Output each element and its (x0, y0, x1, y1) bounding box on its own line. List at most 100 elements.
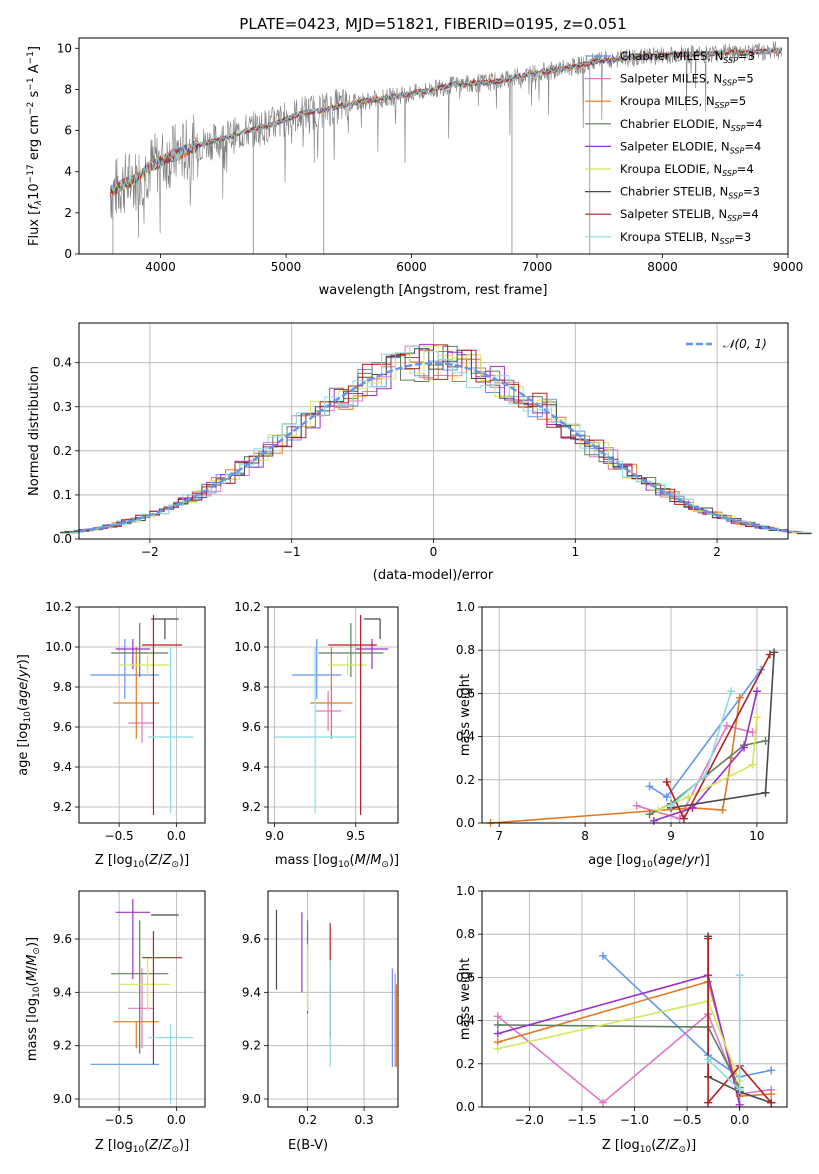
x-tick-label: −0.5 (673, 1113, 702, 1127)
series-marker (740, 743, 749, 752)
y-tick-label: 1.0 (456, 884, 475, 898)
series-marker (767, 1098, 776, 1107)
x-tick-label: 0.0 (730, 1113, 749, 1127)
y-tick-label: 0.4 (456, 1014, 475, 1028)
x-tick-label: 0.0 (167, 829, 186, 843)
legend-label: Kroupa STELIB, NSSP=3 (620, 230, 751, 246)
series-line-kroupa-miles (490, 697, 741, 824)
grid-lines (268, 606, 398, 823)
y-tick-label: 0.0 (456, 1100, 475, 1114)
legend-label: Salpeter MILES, NSSP=5 (620, 72, 754, 88)
y-tick-label: 0.8 (456, 927, 475, 941)
residuals-plot-area (60, 343, 812, 535)
y-tick-label: 2 (64, 206, 72, 220)
plot-frame (78, 606, 206, 824)
x-tick-label: −2.0 (515, 1113, 544, 1127)
spectrum-xlabel: wavelength [Angstrom, rest frame] (319, 283, 548, 298)
grid-lines (482, 890, 787, 1108)
x-tick-label: 7000 (522, 260, 553, 274)
x-tick-label: −0.5 (105, 1113, 134, 1127)
residuals-legend: 𝒩(0, 1) (686, 337, 767, 351)
series-marker (765, 650, 774, 659)
series-marker (735, 693, 744, 702)
y-tick-label: 0.1 (53, 488, 72, 502)
y-tick-label: 0.6 (456, 686, 475, 700)
series-marker (493, 1029, 502, 1038)
y-tick-label: 9.2 (53, 1039, 72, 1053)
y-tick-label: 9.2 (242, 800, 261, 814)
x-tick-label: 9.5 (346, 829, 365, 843)
y-tick-label: 0.4 (53, 356, 72, 370)
x-tick-label: 9000 (773, 260, 804, 274)
y-tick-label: 9.2 (242, 1039, 261, 1053)
series-marker (662, 777, 671, 786)
series-line-kroupa-stelib (670, 690, 732, 807)
series-line-salpeter-elodie (653, 691, 758, 822)
x-tick-label: 4000 (145, 260, 176, 274)
y-tick-label: 0.3 (53, 400, 72, 414)
residual-histogram-salpeter-stelib (64, 344, 803, 533)
legend-label: Kroupa MILES, NSSP=5 (620, 94, 746, 110)
series-marker (735, 971, 744, 980)
age-z-ylabel: age [log10(age/yr)] (16, 654, 33, 776)
y-tick-label: 10.2 (45, 600, 72, 614)
mass-ebv-xlabel: E(B-V) (288, 1138, 328, 1153)
residuals-xlabel: (data-model)/error (373, 568, 494, 583)
mass-vs-ebv-panel: 0.2 0.3 9.0 9.2 9.4 9.6 (242, 890, 399, 1127)
series-line-chabrier-elodie (649, 740, 766, 816)
series-marker (493, 1044, 502, 1053)
y-tick-label: 9.4 (242, 760, 261, 774)
weight-vs-age-panel: 7 8 9 10 0.0 0.2 0.4 0.6 0.8 1.0 (456, 600, 788, 843)
y-tick-label: 6 (64, 124, 72, 138)
x-tick-label: 0.2 (298, 1113, 317, 1127)
series-marker (493, 1020, 502, 1029)
y-tick-label: 9.8 (53, 680, 72, 694)
series-marker (718, 806, 727, 815)
x-tick-label: −1 (283, 545, 301, 559)
series-marker (767, 1066, 776, 1075)
series-marker (735, 1085, 744, 1094)
weight-age-xlabel: age [log10(age/yr)] (588, 853, 710, 870)
legend-label: Kroupa ELODIE, NSSP=4 (620, 162, 754, 178)
series-line-salpeter-stelib (707, 938, 772, 1105)
y-tick-label: 0.8 (456, 643, 475, 657)
age-vs-metallicity-panel: −0.5 0.0 9.2 9.4 9.6 9.8 10.0 10.2 (45, 600, 206, 843)
x-tick-label: 5000 (271, 260, 302, 274)
series-marker (679, 814, 688, 823)
spectrum-panel: PLATE=0423, MJD=51821, FIBERID=0195, z=0… (26, 15, 803, 298)
series-marker (649, 816, 658, 825)
series-marker (662, 793, 671, 802)
legend-label: Salpeter ELODIE, NSSP=4 (620, 139, 761, 155)
y-tick-label: 9.0 (242, 1092, 261, 1106)
residual-histogram-chabrier-stelib (60, 348, 812, 534)
residuals-ticks: −2 −1 0 1 2 0.0 0.1 0.2 0.3 0.4 (53, 356, 721, 559)
y-tick-label: 9.6 (53, 720, 72, 734)
series-marker (654, 806, 663, 815)
mass-vs-metallicity-panel: −0.5 0.0 9.0 9.2 9.4 9.6 (53, 890, 206, 1127)
x-tick-label: −1.5 (567, 1113, 596, 1127)
residuals-panel: −2 −1 0 1 2 0.0 0.1 0.2 0.3 0.4 𝒩(0, 1) (data-mod… (27, 322, 812, 583)
plot-frame (78, 890, 206, 1108)
mass-z-ylabel: mass [log10(M/M⊙)] (25, 937, 42, 1061)
y-tick-label: 9.2 (53, 800, 72, 814)
series-marker (701, 771, 710, 780)
y-tick-label: 10.0 (234, 640, 261, 654)
x-tick-label: 8000 (647, 260, 678, 274)
grid-lines (482, 606, 787, 824)
series-marker (748, 760, 757, 769)
gaussian-legend-label: 𝒩(0, 1) (723, 337, 767, 351)
gaussian-curve (78, 361, 789, 533)
residuals-ylabel: Normed distribution (27, 366, 42, 496)
y-tick-label: 10.0 (45, 640, 72, 654)
y-tick-label: 10 (57, 41, 72, 55)
series-marker (645, 810, 654, 819)
grid-lines (268, 891, 398, 1107)
x-tick-label: 0.0 (167, 1113, 186, 1127)
weight-z-ylabel: mass weight (458, 958, 473, 1040)
series-marker (767, 1090, 776, 1099)
y-tick-label: 4 (64, 165, 72, 179)
series-marker (704, 1055, 713, 1064)
series-marker (493, 1012, 502, 1021)
y-tick-label: 9.6 (242, 720, 261, 734)
spectrum-plot-area (109, 41, 783, 254)
